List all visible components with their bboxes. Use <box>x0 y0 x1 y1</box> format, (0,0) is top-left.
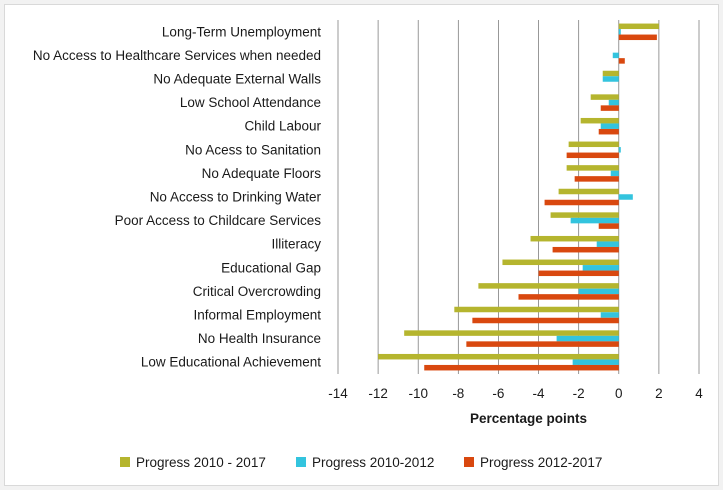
category-label-3: Low School Attendance <box>180 95 321 110</box>
legend-swatch-0 <box>120 457 130 467</box>
bar-3-2 <box>600 105 619 111</box>
bar-11-2 <box>518 294 619 300</box>
legend-label-0: Progress 2010 - 2017 <box>136 455 266 470</box>
category-label-11: Critical Overcrowding <box>193 284 321 299</box>
bar-14-0 <box>378 353 619 360</box>
bar-12-0 <box>454 306 619 313</box>
bar-0-0 <box>618 23 659 30</box>
category-label-14: Low Educational Achievement <box>141 355 321 370</box>
legend-label-2: Progress 2012-2017 <box>480 455 602 470</box>
bar-9-0 <box>530 235 619 242</box>
bar-8-2 <box>598 223 619 229</box>
bar-4-1 <box>600 123 619 129</box>
bar-14-1 <box>572 359 619 365</box>
x-tick-3: -8 <box>452 386 464 401</box>
bar-5-1 <box>618 147 621 153</box>
bar-0-2 <box>618 34 657 41</box>
category-label-0: Long-Term Unemployment <box>162 24 321 39</box>
category-label-10: Educational Gap <box>221 260 321 275</box>
bar-10-2 <box>538 270 619 277</box>
legend: Progress 2010 - 2017 Progress 2010-2012 Pr… <box>120 455 602 470</box>
bar-4-2 <box>598 128 619 135</box>
category-label-4: Child Labour <box>244 119 321 134</box>
x-tick-1: -12 <box>368 386 388 401</box>
legend-label-1: Progress 2010-2012 <box>312 455 434 470</box>
x-tick-6: -2 <box>573 386 585 401</box>
grid-layer <box>337 20 700 374</box>
bar-5-0 <box>568 141 619 148</box>
legend-swatch-1 <box>296 457 306 467</box>
bar-3-1 <box>608 99 619 106</box>
bar-4-0 <box>580 117 619 124</box>
bar-1-2 <box>618 58 625 64</box>
bar-10-1 <box>582 265 619 271</box>
x-tick-labels: -14 -12 -10 -8 -6 -4 -2 0 2 4 <box>328 386 703 401</box>
bar-3-0 <box>590 94 619 100</box>
bar-9-1 <box>596 241 619 247</box>
category-label-9: Illiteracy <box>271 237 321 252</box>
x-axis-title: Percentage points <box>470 411 587 426</box>
category-label-7: No Access to Drinking Water <box>150 190 322 205</box>
category-labels: Long-Term Unemployment No Access to Healt… <box>33 24 322 369</box>
x-tick-4: -6 <box>492 386 504 401</box>
legend-swatch-2 <box>464 457 474 467</box>
category-label-6: No Adequate Floors <box>202 166 322 181</box>
category-label-5: No Acess to Sanitation <box>185 142 321 157</box>
bar-2-1 <box>602 76 619 82</box>
bar-12-1 <box>600 312 619 318</box>
x-tick-9: 4 <box>695 386 703 401</box>
bar-8-0 <box>550 212 619 218</box>
bar-0-1 <box>618 29 621 35</box>
bar-13-2 <box>466 341 619 347</box>
category-label-2: No Adequate External Walls <box>153 72 321 87</box>
x-tick-0: -14 <box>328 386 348 401</box>
x-tick-5: -4 <box>533 386 545 401</box>
bar-7-1 <box>618 194 633 200</box>
bar-8-1 <box>570 217 619 224</box>
bar-12-2 <box>472 317 619 324</box>
bar-13-0 <box>404 330 619 336</box>
category-label-13: No Health Insurance <box>198 331 321 346</box>
bar-6-0 <box>566 165 619 171</box>
bar-11-0 <box>478 283 619 289</box>
category-label-12: Informal Employment <box>193 308 321 323</box>
bar-5-2 <box>566 152 619 159</box>
bar-2-0 <box>602 70 619 77</box>
bar-9-2 <box>552 246 619 253</box>
category-label-8: Poor Access to Childcare Services <box>115 213 322 228</box>
bar-6-1 <box>610 170 619 177</box>
bar-6-2 <box>574 176 619 182</box>
bar-13-1 <box>556 335 619 342</box>
bar-10-0 <box>502 259 619 266</box>
x-tick-7: 0 <box>615 386 623 401</box>
x-tick-8: 2 <box>655 386 663 401</box>
bar-7-0 <box>558 188 619 195</box>
bars-layer <box>378 23 659 371</box>
x-tick-2: -10 <box>408 386 428 401</box>
category-label-1: No Access to Healthcare Services when ne… <box>33 48 321 63</box>
bar-14-2 <box>424 364 619 371</box>
bar-11-1 <box>578 288 619 295</box>
bar-7-2 <box>544 199 619 206</box>
bar-1-1 <box>612 52 619 59</box>
